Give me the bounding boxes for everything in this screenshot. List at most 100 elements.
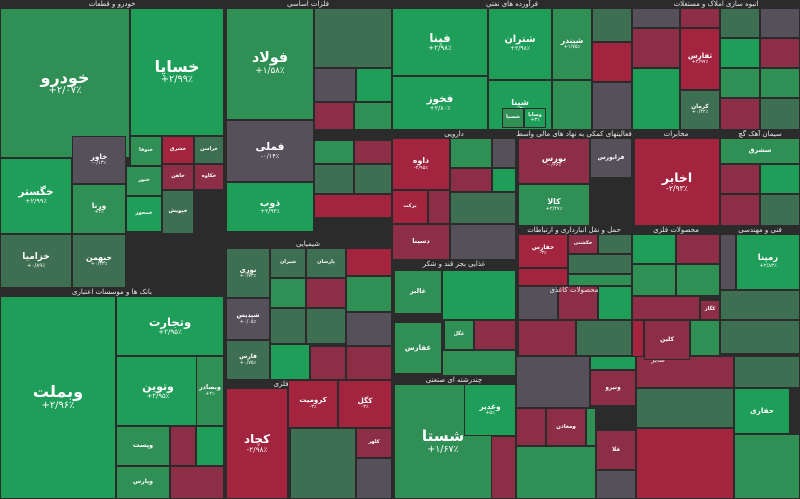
filler-tile[interactable]	[596, 470, 636, 499]
filler-tile[interactable]	[306, 308, 346, 344]
stock-tile[interactable]: فملی -۰/۱۴٪	[226, 120, 314, 182]
filler-tile[interactable]	[592, 8, 632, 42]
filler-tile[interactable]	[632, 68, 680, 130]
filler-tile[interactable]	[314, 194, 392, 218]
filler-tile[interactable]	[558, 286, 598, 320]
filler-tile[interactable]	[492, 168, 516, 192]
stock-tile[interactable]: غالبر	[394, 270, 442, 314]
filler-tile[interactable]	[516, 408, 546, 446]
filler-tile[interactable]	[676, 234, 720, 264]
filler-tile[interactable]	[314, 68, 356, 102]
stock-tile[interactable]: وبملت +۲/۹۶٪	[0, 296, 116, 499]
filler-tile[interactable]	[720, 320, 800, 354]
filler-tile[interactable]	[442, 270, 516, 320]
filler-tile[interactable]	[450, 138, 492, 168]
filler-tile[interactable]	[720, 234, 736, 290]
stock-tile[interactable]: وتوین +۲/۹۵٪	[116, 356, 200, 426]
filler-tile[interactable]	[760, 98, 800, 130]
filler-tile[interactable]	[632, 264, 676, 296]
filler-tile[interactable]	[518, 268, 568, 286]
filler-tile[interactable]	[632, 320, 644, 360]
filler-tile[interactable]	[760, 8, 800, 38]
stock-tile[interactable]: فرابورس	[590, 138, 632, 178]
stock-tile[interactable]: فلا	[596, 430, 636, 470]
filler-tile[interactable]	[690, 320, 720, 356]
filler-tile[interactable]	[354, 140, 392, 164]
filler-tile[interactable]	[290, 428, 356, 499]
stock-tile[interactable]: فارس +۰/۷۵٪	[226, 340, 270, 380]
stock-tile[interactable]: خشرق	[162, 136, 194, 164]
stock-tile[interactable]: وتجارت +۲/۹۵٪	[116, 296, 224, 356]
filler-tile[interactable]	[518, 286, 558, 320]
stock-tile[interactable]: شتران +۲/۹۸٪	[488, 8, 552, 80]
filler-tile[interactable]	[720, 98, 760, 130]
stock-tile[interactable]: اخابر -۲/۹۳٪	[634, 138, 720, 226]
filler-tile[interactable]	[356, 68, 392, 102]
stock-tile[interactable]: وبصادر +۲٪	[196, 356, 224, 426]
stock-tile[interactable]: خاهن	[162, 164, 194, 190]
filler-tile[interactable]	[516, 356, 590, 408]
stock-tile[interactable]: داوه -۲/۹۵٪	[392, 138, 450, 190]
filler-tile[interactable]	[474, 320, 516, 350]
stock-tile[interactable]: غفارس	[394, 322, 442, 374]
filler-tile[interactable]	[450, 168, 492, 192]
stock-tile[interactable]: نوری +۰/۷۳٪	[226, 248, 270, 298]
filler-tile[interactable]	[450, 224, 516, 260]
stock-tile[interactable]: خساپا +۲/۹۹٪	[130, 8, 224, 136]
stock-tile[interactable]: حفاری	[734, 388, 790, 434]
filler-tile[interactable]	[720, 164, 760, 194]
stock-tile[interactable]: کرومیت -۳٪	[288, 380, 338, 428]
stock-tile[interactable]: ختور	[126, 166, 162, 196]
stock-tile[interactable]: حکشتی	[568, 234, 598, 254]
filler-tile[interactable]	[720, 194, 760, 226]
filler-tile[interactable]	[314, 102, 354, 130]
filler-tile[interactable]	[552, 80, 592, 130]
filler-tile[interactable]	[632, 8, 680, 28]
stock-tile[interactable]: خراسن	[194, 136, 224, 164]
stock-tile[interactable]: کلین	[644, 320, 690, 360]
filler-tile[interactable]	[314, 140, 354, 164]
filler-tile[interactable]	[314, 164, 354, 194]
filler-tile[interactable]	[196, 426, 224, 466]
filler-tile[interactable]	[720, 68, 760, 98]
filler-tile[interactable]	[590, 356, 636, 370]
filler-tile[interactable]	[586, 408, 596, 446]
stock-tile[interactable]: رمپنا +۲/۸۳٪	[736, 234, 800, 290]
stock-tile[interactable]: خنوفا	[130, 136, 162, 166]
filler-tile[interactable]	[720, 38, 760, 68]
filler-tile[interactable]	[170, 466, 224, 499]
stock-tile[interactable]: وساپا +۳٪	[524, 108, 546, 128]
filler-tile[interactable]	[518, 320, 576, 356]
filler-tile[interactable]	[346, 346, 392, 380]
filler-tile[interactable]	[450, 192, 516, 224]
filler-tile[interactable]	[354, 164, 392, 194]
filler-tile[interactable]	[314, 8, 392, 68]
stock-tile[interactable]: شیران	[270, 248, 306, 278]
stock-tile[interactable]: بورس -۰/۶۶٪	[518, 138, 590, 184]
stock-tile[interactable]: خکاوه	[194, 164, 224, 190]
filler-tile[interactable]	[680, 8, 720, 28]
filler-tile[interactable]	[568, 274, 632, 286]
stock-tile[interactable]: کچاد -۲/۹۸٪	[226, 388, 288, 499]
filler-tile[interactable]	[354, 102, 392, 130]
filler-tile[interactable]	[760, 164, 800, 194]
stock-tile[interactable]: کگاز	[700, 300, 720, 320]
stock-tile[interactable]: سشرق	[720, 138, 800, 164]
stock-tile[interactable]: خزامیا +۰/۸۹٪	[0, 234, 72, 288]
stock-tile[interactable]: خبهمن +۰/۴۳٪	[72, 234, 126, 288]
stock-tile[interactable]: خپویش	[162, 190, 194, 234]
stock-tile[interactable]: فپنا +۲/۹۸٪	[392, 8, 488, 76]
filler-tile[interactable]	[568, 254, 632, 274]
filler-tile[interactable]	[428, 190, 450, 224]
stock-tile[interactable]: برکت	[392, 190, 428, 224]
filler-tile[interactable]	[636, 428, 734, 499]
stock-tile[interactable]: خاور -۰/۱۳٪	[72, 136, 126, 184]
filler-tile[interactable]	[516, 446, 596, 499]
stock-tile[interactable]: دسینا	[392, 224, 450, 260]
filler-tile[interactable]	[492, 138, 516, 168]
filler-tile[interactable]	[592, 82, 632, 130]
filler-tile[interactable]	[576, 320, 632, 356]
filler-tile[interactable]	[270, 308, 306, 344]
filler-tile[interactable]	[632, 28, 680, 68]
filler-tile[interactable]	[720, 8, 760, 38]
